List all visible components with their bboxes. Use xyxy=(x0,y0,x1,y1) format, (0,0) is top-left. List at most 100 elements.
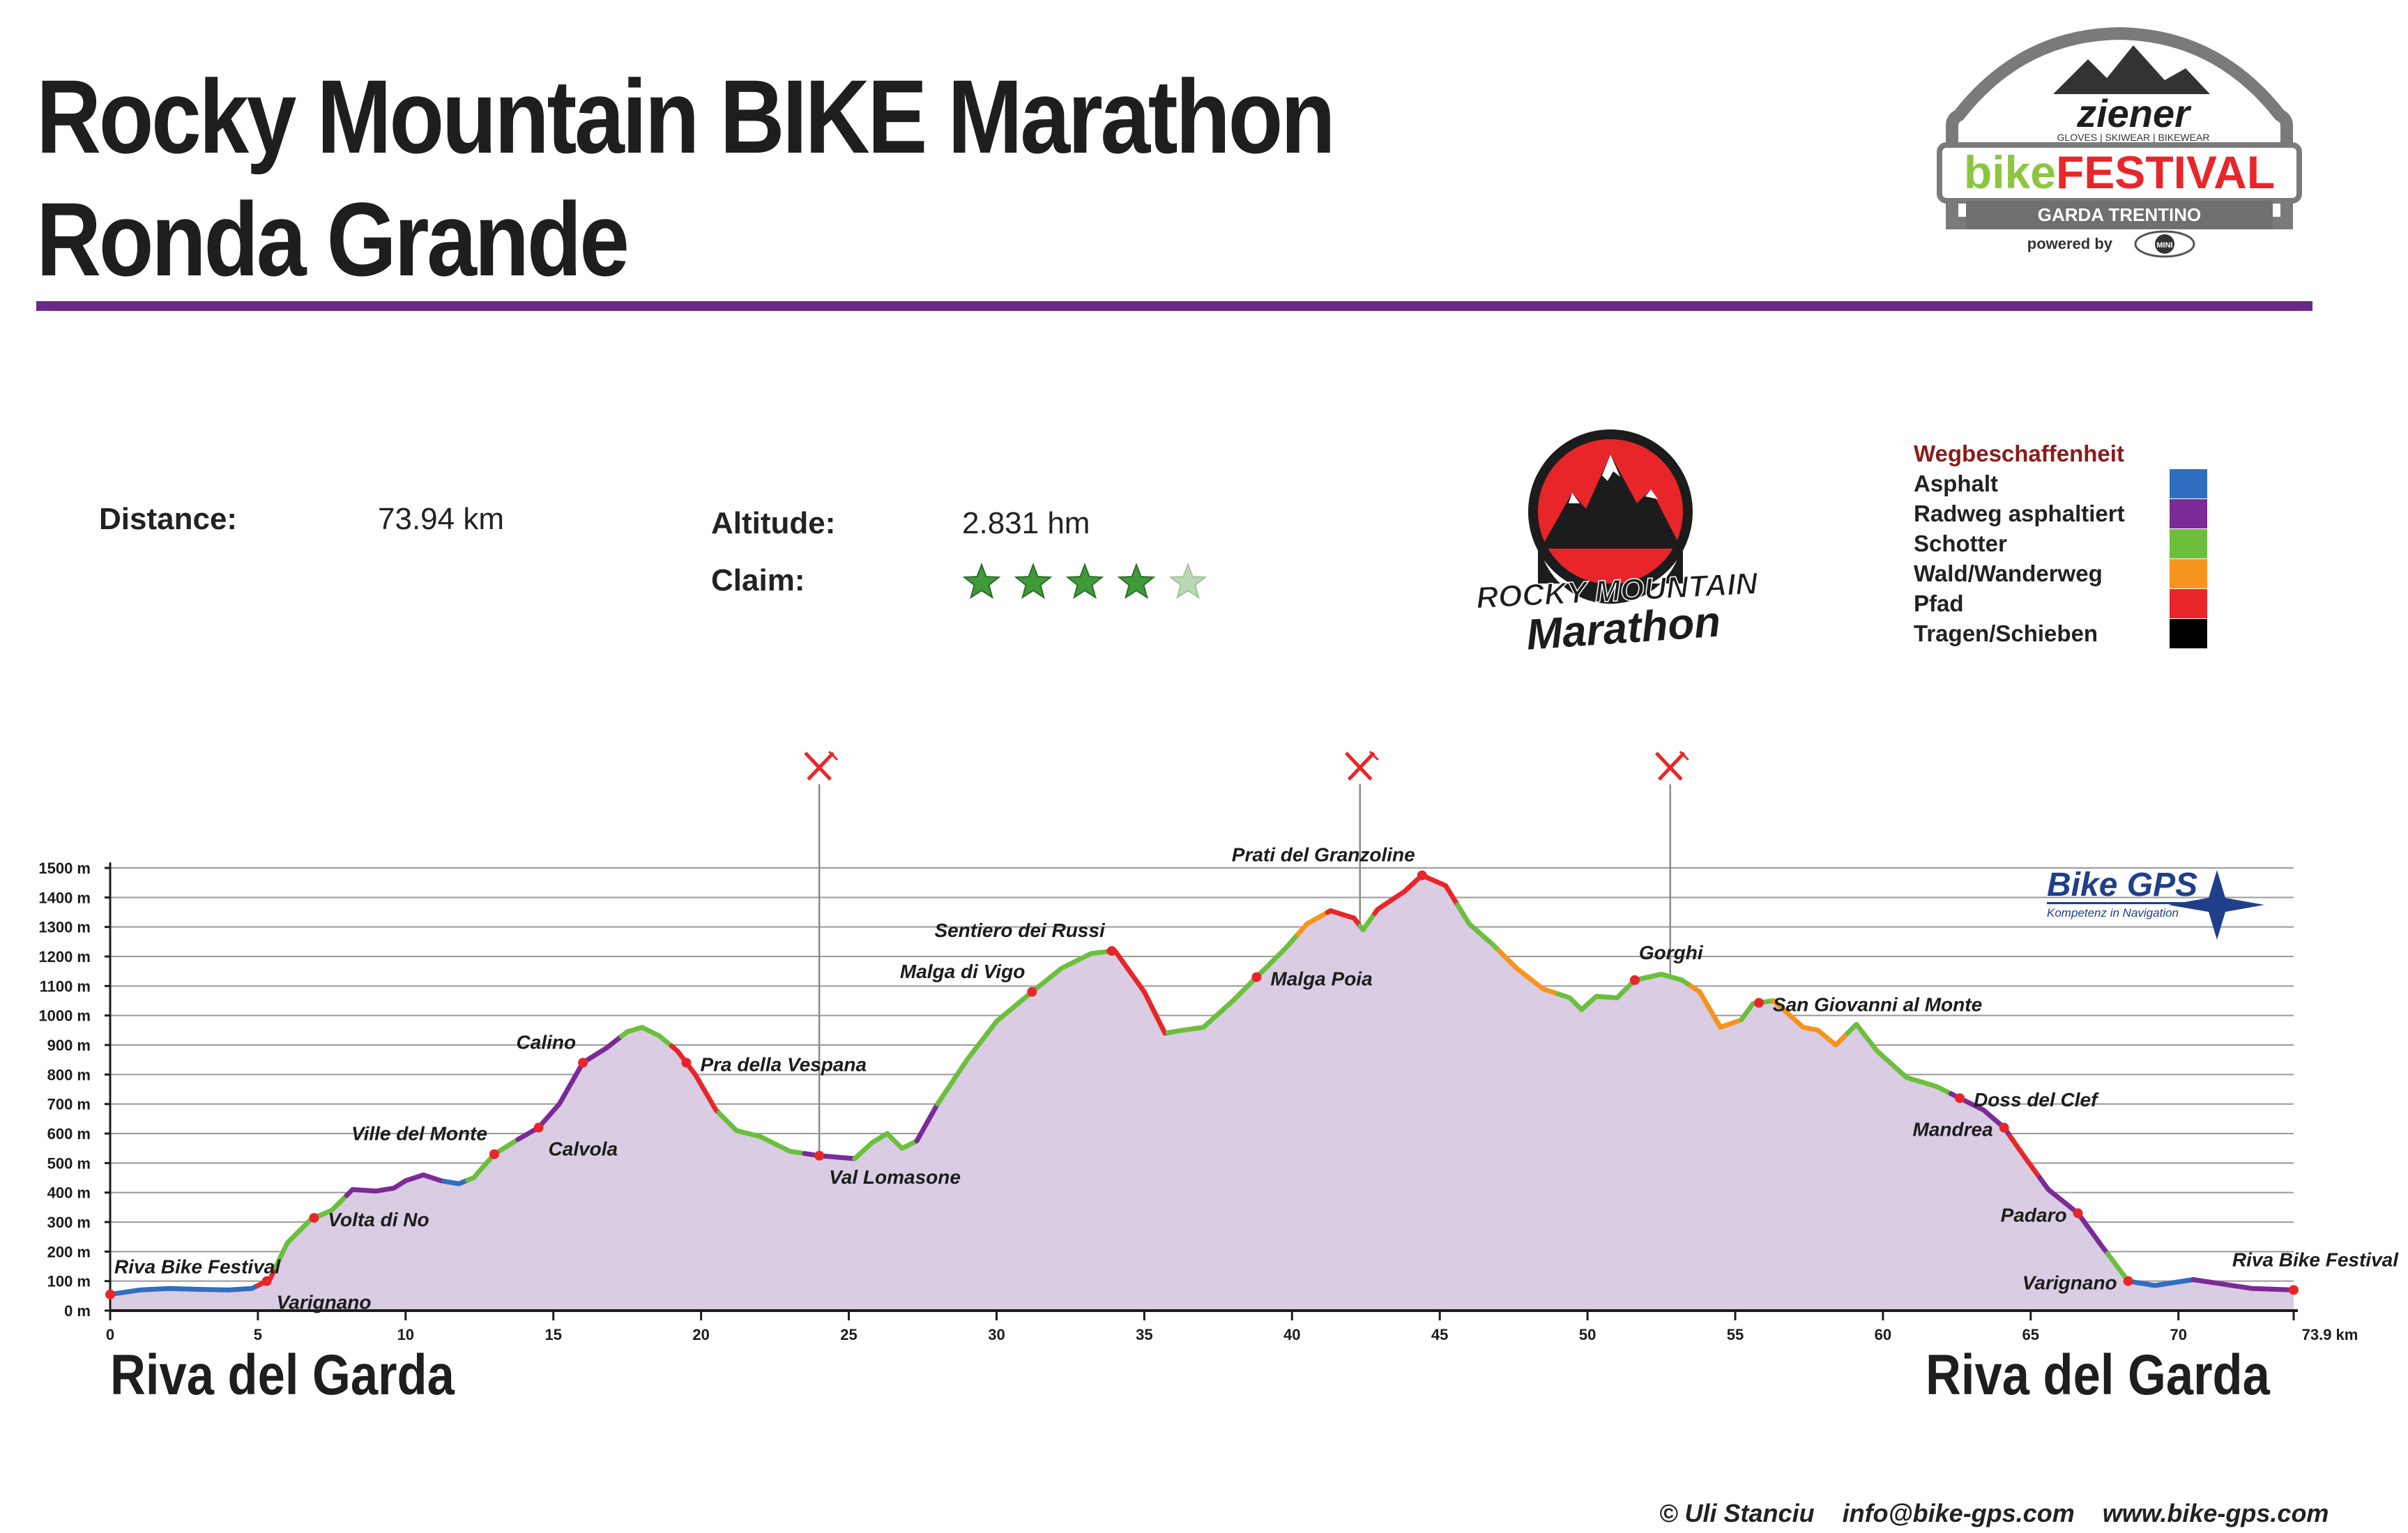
waypoint-marker xyxy=(814,1150,825,1161)
legend-swatch xyxy=(2170,469,2207,498)
x-end-label: 73.9 km xyxy=(2302,1326,2359,1343)
food-station-icon xyxy=(1654,750,1689,781)
festival-logo-region: GARDA TRENTINO xyxy=(2038,204,2201,225)
waypoint-label: Calvola xyxy=(549,1138,618,1160)
waypoint-marker xyxy=(2123,1276,2133,1286)
y-tick-label: 100 m xyxy=(47,1273,91,1290)
y-tick-label: 400 m xyxy=(47,1184,91,1202)
surface-segment xyxy=(716,1110,807,1157)
footer: © Uli Stanciu info@bike-gps.com www.bike… xyxy=(1659,1499,2329,1528)
legend-swatch xyxy=(2170,589,2207,618)
waypoint-marker xyxy=(2289,1285,2299,1295)
waypoint-marker xyxy=(681,1058,692,1068)
waypoint-label: San Giovanni al Monte xyxy=(1773,994,1982,1016)
legend-title: Wegbeschaffenheit xyxy=(1914,441,2124,466)
waypoint-marker xyxy=(1753,998,1764,1008)
surface-segment xyxy=(914,1101,940,1144)
surface-segments xyxy=(107,873,2296,1297)
footer-copyright: © Uli Stanciu xyxy=(1659,1499,1815,1527)
y-tick-label: 0 m xyxy=(64,1302,91,1320)
x-tick-label: 15 xyxy=(544,1326,561,1343)
food-stations xyxy=(804,750,1689,1156)
claim-rating xyxy=(962,563,1207,600)
waypoint-label: Padaro xyxy=(2001,1204,2067,1226)
festival-logo-mountains-icon xyxy=(2053,45,2210,94)
waypoint-label: Mandrea xyxy=(1913,1119,1993,1141)
bike-gps-logo: Bike GPS Kompetenz in Navigation xyxy=(2047,867,2264,940)
surface-segment xyxy=(1372,873,1461,916)
y-tick-label: 900 m xyxy=(47,1037,91,1054)
footer-email: info@bike-gps.com xyxy=(1842,1499,2075,1527)
waypoint-marker xyxy=(1027,986,1037,997)
star-filled-icon xyxy=(1117,563,1156,600)
waypoint-label: Varignano xyxy=(277,1292,372,1313)
surface-segment xyxy=(1455,902,1502,953)
waypoint-marker xyxy=(1955,1093,1965,1104)
waypoint-label: Volta di No xyxy=(328,1209,429,1230)
elevation-area xyxy=(110,875,2294,1311)
x-tick-label: 5 xyxy=(254,1326,262,1343)
altitude-label: Altitude: xyxy=(711,506,836,540)
x-tick-label: 45 xyxy=(1431,1326,1448,1343)
legend-item-label: Asphalt xyxy=(1914,471,1999,496)
waypoint-label: Gorghi xyxy=(1639,942,1704,963)
surface-segment xyxy=(852,1131,920,1161)
y-tick-label: 600 m xyxy=(47,1125,91,1143)
surface-segment xyxy=(1555,971,1693,1012)
waypoint-label: Varignano xyxy=(2022,1272,2117,1294)
waypoint-label: Malga di Vigo xyxy=(900,961,1025,982)
waypoint-marker xyxy=(2073,1208,2083,1219)
legend-swatch xyxy=(2170,559,2207,588)
surface-segment xyxy=(1845,1021,1953,1097)
surface-segment xyxy=(465,1137,521,1183)
title-line-1: Rocky Mountain BIKE Marathon xyxy=(36,58,1336,175)
y-tick-label: 300 m xyxy=(47,1214,91,1231)
footer-web: www.bike-gps.com xyxy=(2102,1499,2329,1527)
legend-swatch xyxy=(2170,529,2207,558)
surface-segment xyxy=(1325,908,1363,929)
surface-segment xyxy=(344,1172,447,1198)
y-tick-label: 1300 m xyxy=(38,919,91,936)
waypoint-marker xyxy=(1251,972,1262,982)
festival-logo-bike: bike xyxy=(1964,146,2056,198)
festival-logo-sponsor: MINI xyxy=(2156,241,2172,250)
altitude-value: 2.831 hm xyxy=(962,506,1090,540)
waypoint-marker xyxy=(261,1276,272,1286)
mountain-peaks-icon xyxy=(1541,455,1682,549)
y-tick-label: 700 m xyxy=(47,1096,91,1113)
y-tick-label: 800 m xyxy=(47,1066,91,1083)
distance-value: 73.94 km xyxy=(378,502,504,536)
surface-segment xyxy=(618,1025,674,1048)
waypoint-label: Malga Poia xyxy=(1270,968,1372,990)
distance-label: Distance: xyxy=(99,502,238,536)
waypoint-label: Val Lomasone xyxy=(829,1166,961,1188)
y-tick-label: 1200 m xyxy=(38,948,91,966)
waypoint-label: Doss del Clef xyxy=(1974,1089,2099,1111)
x-tick-label: 40 xyxy=(1283,1326,1300,1343)
star-filled-icon xyxy=(1014,563,1053,600)
surface-segment xyxy=(1771,998,1850,1048)
waypoint-label: Calino xyxy=(517,1031,577,1053)
y-tick-label: 500 m xyxy=(47,1154,91,1172)
x-tick-label: 60 xyxy=(1875,1326,1891,1343)
surface-segment xyxy=(107,1283,261,1297)
food-station-icon xyxy=(804,750,839,781)
waypoint-marker xyxy=(1629,975,1640,985)
x-tick-label: 20 xyxy=(692,1326,709,1343)
waypoint-marker xyxy=(578,1058,588,1068)
x-tick-label: 10 xyxy=(397,1326,414,1343)
star-filled-icon xyxy=(962,563,1001,600)
legend-item-label: Schotter xyxy=(1914,531,2007,556)
compass-star-icon xyxy=(2168,870,2264,940)
start-place: Riva del Garda xyxy=(110,1343,455,1407)
waypoint-label: Ville del Monte xyxy=(351,1123,487,1145)
x-tick-label: 25 xyxy=(840,1326,857,1343)
waypoint-marker xyxy=(533,1122,544,1133)
waypoint-label: Sentiero dei Russi xyxy=(934,920,1106,941)
waypoint-marker xyxy=(309,1212,319,1223)
waypoint-label: Pra della Vespana xyxy=(700,1053,867,1075)
waypoint-marker xyxy=(489,1149,499,1159)
surface-segment xyxy=(1295,910,1330,937)
waypoint-marker xyxy=(1106,946,1117,956)
star-filled-icon xyxy=(1065,563,1104,600)
